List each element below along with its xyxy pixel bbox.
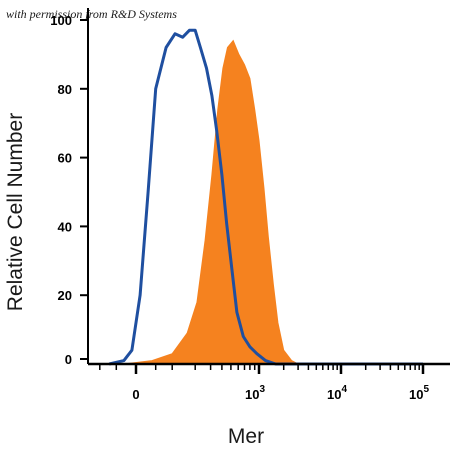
permission-credit: with permission from R&D Systems — [6, 7, 177, 21]
y-tick-label: 40 — [58, 219, 72, 234]
x-tick-label: 0 — [132, 387, 139, 402]
x-tick-label: 105 — [409, 384, 429, 402]
y-tick-label: 60 — [58, 151, 72, 166]
x-tick-label: 103 — [245, 384, 265, 402]
x-tick-exponent: 5 — [423, 384, 429, 395]
histogram-series — [108, 28, 423, 366]
x-tick-exponent: 3 — [259, 384, 265, 395]
x-tick-exponent: 4 — [341, 384, 347, 395]
x-axis-label: Mer — [228, 425, 264, 448]
y-axis-ticks: 0 20 40 60 80 100 — [50, 13, 88, 367]
y-tick-label: 0 — [65, 352, 72, 367]
y-tick-label: 100 — [50, 13, 72, 28]
y-tick-label: 80 — [58, 82, 72, 97]
control-histogram-outline — [108, 28, 423, 366]
x-axis-ticks: 0 103 104 105 — [99, 364, 429, 402]
y-tick-label: 20 — [58, 288, 72, 303]
y-axis-label: Relative Cell Number — [4, 113, 27, 311]
x-tick-label: 104 — [327, 384, 347, 402]
stained-histogram-area — [123, 39, 423, 365]
